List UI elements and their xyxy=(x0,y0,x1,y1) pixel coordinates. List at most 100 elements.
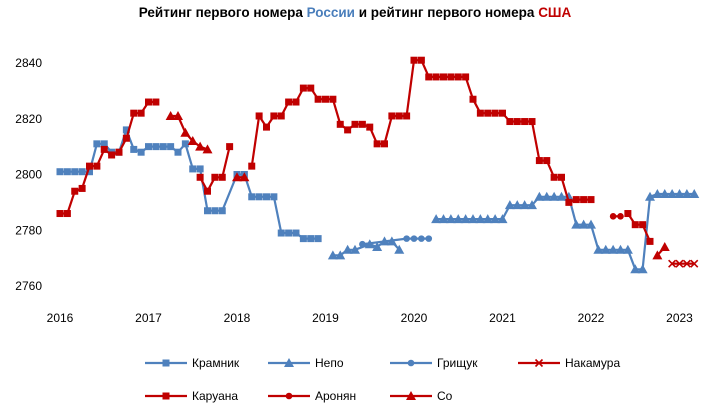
data-point xyxy=(445,214,456,224)
series-5 xyxy=(609,213,624,220)
data-point xyxy=(689,189,700,199)
x-tick-label: 2017 xyxy=(135,311,162,325)
data-point xyxy=(645,191,655,201)
data-point xyxy=(681,189,692,199)
y-axis: 2760 2780 2800 2820 2840 xyxy=(15,56,42,293)
data-point xyxy=(690,259,699,268)
y-tick-label: 2780 xyxy=(15,223,42,237)
data-point xyxy=(145,143,152,151)
data-point xyxy=(453,214,464,224)
data-point xyxy=(314,235,322,243)
data-point xyxy=(381,140,388,148)
x-tick-label: 2021 xyxy=(489,311,516,325)
data-point xyxy=(165,110,176,120)
data-point xyxy=(410,56,418,64)
data-point xyxy=(299,235,307,243)
data-point xyxy=(270,193,278,201)
data-point xyxy=(270,112,278,120)
data-point xyxy=(344,126,352,134)
data-point xyxy=(263,123,270,131)
data-point xyxy=(454,73,462,81)
series-3 xyxy=(668,259,699,268)
data-point xyxy=(617,213,624,220)
data-point xyxy=(218,207,226,215)
data-point xyxy=(152,143,160,151)
data-point xyxy=(394,244,405,254)
data-point xyxy=(652,189,663,199)
data-point xyxy=(248,193,256,201)
data-point xyxy=(571,219,582,229)
data-point xyxy=(159,143,167,151)
data-point xyxy=(667,189,678,199)
data-point xyxy=(86,168,93,176)
series-1 xyxy=(327,189,700,274)
data-point xyxy=(329,95,337,103)
x-tick-label: 2016 xyxy=(47,311,74,325)
data-point xyxy=(630,264,641,274)
data-point xyxy=(255,193,263,201)
data-point xyxy=(307,84,315,92)
x-tick-label: 2023 xyxy=(666,311,693,325)
data-point xyxy=(490,214,501,224)
data-point xyxy=(403,112,411,120)
data-point xyxy=(115,148,123,156)
data-point xyxy=(519,200,530,210)
data-point xyxy=(285,98,293,106)
data-point xyxy=(299,84,307,92)
legend-label: Накамура xyxy=(565,356,620,370)
data-point xyxy=(504,200,515,210)
data-point xyxy=(93,162,101,170)
data-point xyxy=(373,140,381,148)
title-part-usa: США xyxy=(538,5,571,20)
data-point xyxy=(410,235,418,242)
data-point xyxy=(167,143,175,151)
data-point xyxy=(462,73,470,81)
data-point xyxy=(204,187,211,195)
data-point xyxy=(211,173,219,181)
data-point xyxy=(637,264,648,274)
data-point xyxy=(521,118,529,126)
data-point xyxy=(350,244,360,254)
data-point xyxy=(63,168,71,176)
data-point xyxy=(372,241,383,251)
data-point xyxy=(63,210,71,218)
data-point xyxy=(108,151,116,159)
data-point xyxy=(239,172,250,182)
data-point xyxy=(482,214,493,224)
data-point xyxy=(639,221,647,229)
data-point xyxy=(512,200,523,210)
legend-marker xyxy=(284,358,294,367)
data-point xyxy=(572,196,580,204)
data-point xyxy=(71,168,79,176)
legend-marker xyxy=(162,392,170,400)
data-point xyxy=(631,221,639,229)
data-point xyxy=(395,112,403,120)
data-point xyxy=(432,73,440,81)
data-point xyxy=(100,140,108,148)
legend-label: Со xyxy=(437,389,453,403)
data-point xyxy=(543,157,551,165)
data-point xyxy=(137,109,145,117)
legend-marker xyxy=(407,359,415,367)
legend-item: Непо xyxy=(268,356,344,370)
data-point xyxy=(497,214,508,224)
data-point xyxy=(196,165,204,173)
data-point xyxy=(56,168,64,176)
plot-area xyxy=(56,56,700,274)
data-point xyxy=(277,112,285,120)
data-point xyxy=(418,235,425,242)
x-tick-label: 2019 xyxy=(312,311,339,325)
x-axis: 2016 2017 2018 2019 2020 2021 2022 2023 xyxy=(47,311,694,325)
data-point xyxy=(541,191,552,201)
data-point xyxy=(608,244,619,254)
data-point xyxy=(556,191,567,201)
data-point xyxy=(130,109,138,117)
data-point xyxy=(587,196,595,204)
data-point xyxy=(195,141,206,151)
legend-marker xyxy=(162,359,170,367)
legend-item: Каруана xyxy=(145,389,238,403)
data-point xyxy=(586,219,596,229)
data-point xyxy=(351,120,359,128)
data-point xyxy=(460,214,471,224)
